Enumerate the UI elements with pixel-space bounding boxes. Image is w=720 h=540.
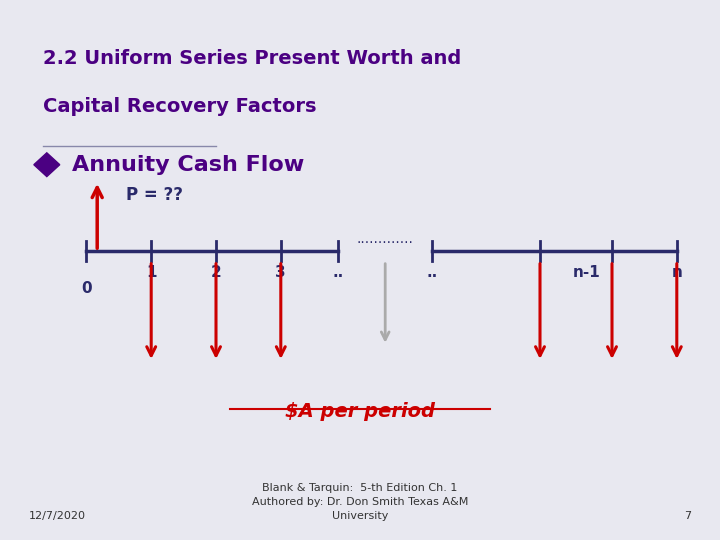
Text: n-1: n-1: [573, 265, 600, 280]
Text: P = ??: P = ??: [126, 186, 183, 204]
Text: 12/7/2020: 12/7/2020: [29, 511, 86, 521]
Text: n: n: [671, 265, 683, 280]
Text: 7: 7: [684, 511, 691, 521]
Text: 3: 3: [276, 265, 286, 280]
Text: $A per period: $A per period: [285, 402, 435, 421]
Text: Capital Recovery Factors: Capital Recovery Factors: [43, 97, 317, 116]
Text: 0: 0: [81, 281, 91, 296]
Text: 2.2 Uniform Series Present Worth and: 2.2 Uniform Series Present Worth and: [43, 49, 462, 68]
Polygon shape: [34, 153, 60, 177]
Text: Annuity Cash Flow: Annuity Cash Flow: [72, 154, 305, 175]
Text: Blank & Tarquin:  5-th Edition Ch. 1
Authored by: Dr. Don Smith Texas A&M
Univer: Blank & Tarquin: 5-th Edition Ch. 1 Auth…: [252, 483, 468, 521]
Text: ..: ..: [333, 265, 344, 280]
Text: 2: 2: [211, 265, 221, 280]
Text: .............: .............: [357, 232, 413, 246]
Text: 1: 1: [146, 265, 156, 280]
Text: ..: ..: [426, 265, 438, 280]
